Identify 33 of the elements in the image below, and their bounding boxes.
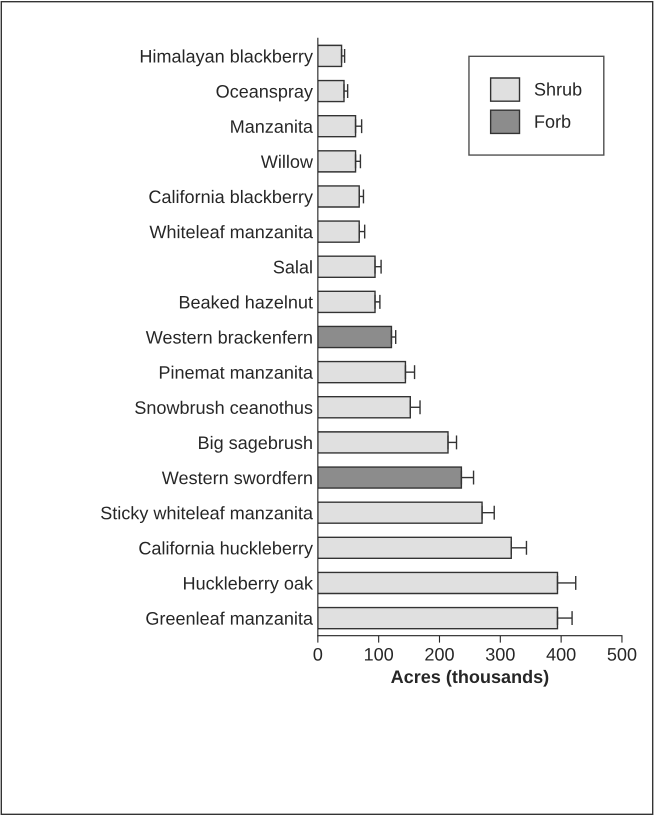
x-tick-label: 300: [486, 648, 515, 661]
y-tick-label: Himalayan blackberry: [140, 49, 313, 66]
legend-label: Forb: [535, 114, 570, 128]
y-tick-label: Pinemat manzanita: [160, 366, 313, 379]
y-tick-label: Greenleaf manzanita: [146, 612, 313, 625]
x-tick-label: 200: [425, 648, 454, 661]
y-tick-label: Beaked hazelnut: [180, 295, 313, 309]
y-tick-label: Whiteleaf manzanita: [149, 225, 313, 238]
x-tick-label: 400: [546, 648, 576, 661]
x-tick-label: 500: [608, 648, 636, 661]
y-tick-label: Western brackenfern: [146, 330, 312, 344]
legend-label: Shrub: [534, 82, 582, 96]
bar: [318, 80, 345, 102]
y-tick-label: Sticky whiteleaf manzanita: [101, 506, 313, 523]
y-tick-label: Oceanspray: [216, 84, 313, 102]
bar: [318, 220, 360, 243]
y-tick-label: California blackberry: [149, 190, 313, 207]
bar: [318, 185, 360, 208]
x-tick-label: 0: [314, 648, 322, 661]
y-tick-label: Big sagebrush: [199, 436, 312, 453]
bar: [318, 150, 356, 173]
y-tick-label: California huckleberry: [139, 541, 313, 558]
y-tick-label: Salal: [274, 260, 312, 274]
bar: [318, 44, 342, 68]
y-tick-label: Manzanita: [231, 120, 313, 133]
y-tick-label: Huckleberry oak: [184, 576, 314, 594]
bar: [318, 290, 376, 314]
y-tick-label: Western swordfern: [162, 471, 312, 484]
y-tick-label: Snowbrush ceanothus: [135, 400, 312, 414]
x-tick-label: 100: [364, 648, 394, 661]
y-tick-label: Willow: [260, 154, 314, 168]
bar: [318, 326, 392, 348]
x-axis-title: Acres (thousands): [391, 670, 548, 687]
